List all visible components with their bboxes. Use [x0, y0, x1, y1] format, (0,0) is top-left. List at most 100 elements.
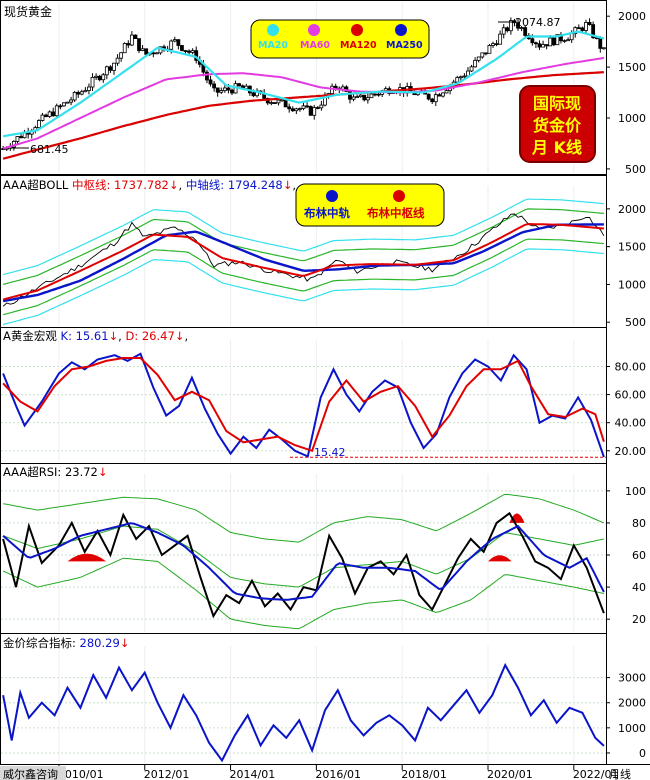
candle-body	[348, 91, 352, 100]
candle	[473, 57, 478, 68]
candle-body	[69, 99, 73, 103]
candle-body	[76, 92, 81, 95]
candle-body	[215, 87, 220, 93]
composite-value: 280.29	[80, 636, 120, 650]
boll-bands	[2, 198, 604, 326]
candle-body	[333, 85, 338, 89]
composite-line	[2, 662, 605, 763]
candle-body	[83, 90, 88, 93]
panel5-ytick-label-3: 0	[639, 747, 646, 760]
candle	[365, 93, 370, 104]
candle	[305, 102, 309, 109]
candle	[519, 26, 524, 32]
candle-body	[144, 48, 149, 55]
ma120-legend-dot	[351, 24, 363, 36]
candle	[508, 17, 513, 35]
candle	[208, 75, 213, 87]
panel3-prefix: A黄金宏观	[3, 329, 61, 343]
candle	[355, 94, 360, 99]
candle	[40, 113, 45, 122]
candle	[212, 81, 217, 92]
panel5-ytick-label-1: 2000	[618, 697, 646, 710]
d-line	[2, 357, 605, 453]
panel1-ytick-label-1: 1500	[618, 61, 646, 74]
k-value: K: 15.61	[61, 329, 109, 343]
candle-body	[494, 43, 499, 46]
candle	[358, 93, 363, 98]
panel3-ytick-label-0: 80.00	[615, 360, 647, 373]
candle-body	[208, 79, 213, 85]
candle-body	[312, 107, 317, 116]
candle-body	[584, 22, 588, 31]
panel2-ytick-label-0: 2000	[618, 203, 646, 216]
candle-body	[94, 75, 99, 78]
candle-body	[87, 86, 91, 91]
candle	[104, 65, 109, 80]
panel2-sep: ,	[179, 178, 186, 192]
candle	[287, 103, 292, 113]
boll-mid-value: 中枢线: 1737.782	[72, 178, 169, 192]
boll-axis-line	[2, 223, 604, 303]
candle-body	[108, 66, 113, 71]
candle	[44, 113, 48, 118]
candle	[541, 40, 545, 48]
candle-body	[62, 102, 66, 107]
panel2-comma: ,	[292, 178, 296, 192]
candle	[576, 24, 581, 30]
candle-body	[473, 59, 478, 68]
panel4-ytick-label-0: 100	[625, 485, 646, 498]
ma250-legend-dot	[395, 24, 407, 36]
candle	[505, 26, 510, 33]
candle-body	[508, 20, 513, 32]
rsi-signal-line	[2, 522, 605, 601]
panel5-header: 金价综合指标: 280.29↓	[3, 636, 129, 650]
candle	[501, 24, 506, 39]
candle	[176, 39, 181, 50]
candle-body	[544, 44, 549, 47]
candle-body	[230, 89, 234, 94]
candle-body	[283, 99, 288, 108]
candle-body	[483, 52, 488, 55]
candle	[294, 107, 299, 115]
candle-body	[272, 102, 277, 104]
panel5-ytick-label-2: 1000	[618, 722, 646, 735]
rsi-red-region-2	[488, 555, 512, 562]
candle-body	[534, 42, 538, 45]
candle-body	[487, 45, 492, 54]
candle	[491, 41, 495, 48]
candle-body	[301, 105, 306, 109]
high-price-label: 2074.87	[515, 16, 561, 29]
ma20-line	[2, 30, 605, 138]
boll-lower-outer	[2, 248, 604, 326]
candle	[222, 84, 227, 93]
panel2-header: AAA超BOLL 中枢线: 1737.782↓, 中轴线: 1794.248↓,	[3, 178, 296, 192]
candle	[469, 64, 474, 73]
candle-body	[523, 27, 528, 36]
candle-body	[276, 99, 281, 104]
candle	[76, 90, 81, 98]
ma60-legend-dot	[308, 24, 320, 36]
candle	[112, 62, 116, 75]
panel3-comma2: ,	[184, 329, 188, 343]
candle	[83, 87, 88, 93]
panel4-ytick-label-1: 80	[632, 517, 646, 530]
ma120-line	[2, 71, 604, 160]
candle	[566, 37, 570, 42]
d-value: D: 26.47	[125, 329, 174, 343]
boll-axis-value: 中轴线: 1794.248	[186, 178, 283, 192]
candle-body	[140, 48, 145, 51]
candle	[69, 96, 73, 106]
candle-body	[601, 47, 606, 50]
candle-body	[180, 45, 184, 51]
ma20-legend-label: MA20	[258, 40, 288, 51]
candle	[562, 39, 567, 43]
candle-body	[566, 39, 570, 42]
candle-body	[369, 93, 374, 99]
rsi-lower-band	[2, 557, 604, 630]
ma-legend-box	[250, 19, 430, 59]
panel2-ytick-label-2: 1000	[618, 278, 646, 291]
candle-body	[308, 105, 313, 116]
candle	[433, 92, 438, 107]
candle	[494, 40, 499, 47]
panel4-header: AAA超RSI: 23.72↓	[3, 465, 108, 479]
